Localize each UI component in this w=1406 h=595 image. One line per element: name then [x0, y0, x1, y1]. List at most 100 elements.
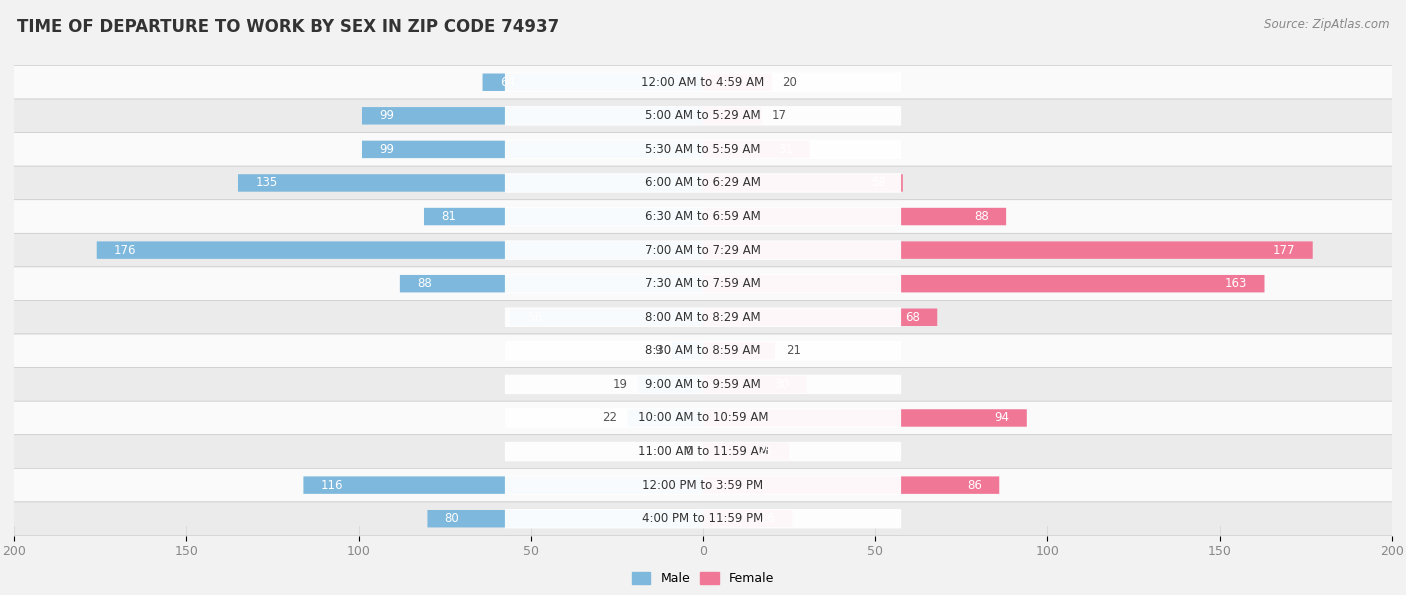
Text: 12:00 AM to 4:59 AM: 12:00 AM to 4:59 AM	[641, 76, 765, 89]
Text: 5:00 AM to 5:29 AM: 5:00 AM to 5:29 AM	[645, 109, 761, 123]
FancyBboxPatch shape	[703, 510, 793, 527]
FancyBboxPatch shape	[399, 275, 703, 292]
FancyBboxPatch shape	[703, 443, 789, 461]
Text: 9: 9	[654, 345, 662, 358]
Text: 9:00 AM to 9:59 AM: 9:00 AM to 9:59 AM	[645, 378, 761, 391]
Text: 80: 80	[444, 512, 460, 525]
Text: 86: 86	[967, 478, 981, 491]
Text: 7:00 AM to 7:29 AM: 7:00 AM to 7:29 AM	[645, 243, 761, 256]
FancyBboxPatch shape	[505, 375, 901, 394]
Text: 99: 99	[380, 143, 394, 156]
Text: 94: 94	[994, 412, 1010, 424]
Text: 5:30 AM to 5:59 AM: 5:30 AM to 5:59 AM	[645, 143, 761, 156]
FancyBboxPatch shape	[505, 106, 901, 126]
FancyBboxPatch shape	[7, 133, 1399, 166]
FancyBboxPatch shape	[361, 140, 703, 158]
FancyBboxPatch shape	[703, 74, 772, 91]
FancyBboxPatch shape	[672, 342, 703, 359]
Text: 176: 176	[114, 243, 136, 256]
FancyBboxPatch shape	[510, 309, 703, 326]
FancyBboxPatch shape	[7, 267, 1399, 300]
FancyBboxPatch shape	[7, 200, 1399, 233]
FancyBboxPatch shape	[7, 401, 1399, 435]
FancyBboxPatch shape	[505, 475, 901, 495]
Text: 68: 68	[905, 311, 920, 324]
Text: 10:00 AM to 10:59 AM: 10:00 AM to 10:59 AM	[638, 412, 768, 424]
Text: 8:00 AM to 8:29 AM: 8:00 AM to 8:29 AM	[645, 311, 761, 324]
FancyBboxPatch shape	[637, 375, 703, 393]
Text: 4:00 PM to 11:59 PM: 4:00 PM to 11:59 PM	[643, 512, 763, 525]
Text: 56: 56	[527, 311, 543, 324]
FancyBboxPatch shape	[7, 300, 1399, 334]
FancyBboxPatch shape	[703, 208, 1007, 226]
Text: 21: 21	[786, 345, 800, 358]
FancyBboxPatch shape	[703, 275, 1264, 292]
Text: 25: 25	[756, 445, 772, 458]
FancyBboxPatch shape	[505, 509, 901, 528]
Text: 88: 88	[974, 210, 988, 223]
Text: 26: 26	[761, 512, 775, 525]
FancyBboxPatch shape	[7, 334, 1399, 368]
FancyBboxPatch shape	[7, 166, 1399, 200]
FancyBboxPatch shape	[427, 510, 703, 527]
FancyBboxPatch shape	[505, 341, 901, 361]
FancyBboxPatch shape	[361, 107, 703, 124]
FancyBboxPatch shape	[703, 242, 1313, 259]
Text: 31: 31	[778, 143, 793, 156]
Text: 22: 22	[602, 412, 617, 424]
Text: 64: 64	[499, 76, 515, 89]
FancyBboxPatch shape	[703, 409, 1026, 427]
FancyBboxPatch shape	[238, 174, 703, 192]
FancyBboxPatch shape	[97, 242, 703, 259]
FancyBboxPatch shape	[703, 375, 807, 393]
FancyBboxPatch shape	[7, 233, 1399, 267]
FancyBboxPatch shape	[505, 140, 901, 159]
Text: 135: 135	[254, 177, 277, 189]
Text: 17: 17	[772, 109, 787, 123]
FancyBboxPatch shape	[505, 408, 901, 428]
FancyBboxPatch shape	[505, 73, 901, 92]
Text: 20: 20	[782, 76, 797, 89]
FancyBboxPatch shape	[505, 240, 901, 260]
Text: Source: ZipAtlas.com: Source: ZipAtlas.com	[1264, 18, 1389, 31]
Text: 177: 177	[1272, 243, 1295, 256]
FancyBboxPatch shape	[627, 409, 703, 427]
FancyBboxPatch shape	[703, 140, 810, 158]
FancyBboxPatch shape	[505, 173, 901, 193]
Text: 12:00 PM to 3:59 PM: 12:00 PM to 3:59 PM	[643, 478, 763, 491]
Text: 81: 81	[441, 210, 456, 223]
Text: 88: 88	[418, 277, 432, 290]
FancyBboxPatch shape	[7, 99, 1399, 133]
Text: 116: 116	[321, 478, 343, 491]
FancyBboxPatch shape	[505, 308, 901, 327]
FancyBboxPatch shape	[505, 274, 901, 293]
FancyBboxPatch shape	[703, 309, 938, 326]
FancyBboxPatch shape	[505, 442, 901, 461]
Text: 6:00 AM to 6:29 AM: 6:00 AM to 6:29 AM	[645, 177, 761, 189]
FancyBboxPatch shape	[505, 207, 901, 226]
Text: TIME OF DEPARTURE TO WORK BY SEX IN ZIP CODE 74937: TIME OF DEPARTURE TO WORK BY SEX IN ZIP …	[17, 18, 560, 36]
FancyBboxPatch shape	[7, 435, 1399, 468]
FancyBboxPatch shape	[703, 107, 762, 124]
Text: 99: 99	[380, 109, 394, 123]
Text: 0: 0	[685, 445, 693, 458]
Text: 19: 19	[612, 378, 627, 391]
FancyBboxPatch shape	[7, 468, 1399, 502]
FancyBboxPatch shape	[7, 502, 1399, 536]
FancyBboxPatch shape	[482, 74, 703, 91]
Text: 30: 30	[775, 378, 789, 391]
Text: 6:30 AM to 6:59 AM: 6:30 AM to 6:59 AM	[645, 210, 761, 223]
FancyBboxPatch shape	[703, 477, 1000, 494]
FancyBboxPatch shape	[703, 174, 903, 192]
FancyBboxPatch shape	[7, 65, 1399, 99]
Text: 58: 58	[870, 177, 886, 189]
Text: 163: 163	[1225, 277, 1247, 290]
FancyBboxPatch shape	[7, 368, 1399, 401]
FancyBboxPatch shape	[304, 477, 703, 494]
FancyBboxPatch shape	[703, 342, 775, 359]
Text: 11:00 AM to 11:59 AM: 11:00 AM to 11:59 AM	[638, 445, 768, 458]
Text: 7:30 AM to 7:59 AM: 7:30 AM to 7:59 AM	[645, 277, 761, 290]
Text: 8:30 AM to 8:59 AM: 8:30 AM to 8:59 AM	[645, 345, 761, 358]
Legend: Male, Female: Male, Female	[627, 568, 779, 590]
FancyBboxPatch shape	[425, 208, 703, 226]
